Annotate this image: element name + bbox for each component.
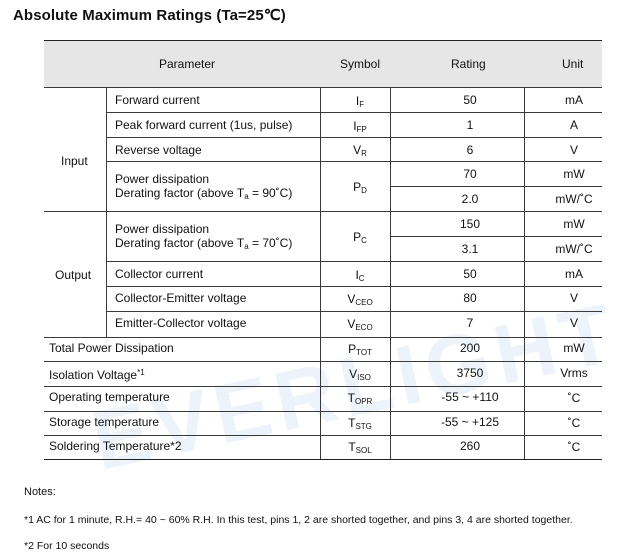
unit-forward-current: mA <box>565 93 583 107</box>
symbol-ptot: PTOT <box>348 342 372 357</box>
param-output-power-dissipation: Power dissipation <box>115 222 210 236</box>
symbol-vceo: VCEO <box>347 292 373 307</box>
param-storage-temperature: Storage temperature <box>49 415 160 429</box>
unit-input-derating: mW/˚C <box>555 192 593 206</box>
header-unit: Unit <box>562 57 584 71</box>
rating-output-derating: 3.1 <box>461 242 479 256</box>
param-collector-current: Collector current <box>115 267 204 281</box>
ratings-table: Parameter Symbol Rating Unit Input Outpu… <box>44 40 602 460</box>
column-divider <box>524 87 525 459</box>
unit-collector-emitter-voltage: V <box>569 291 578 305</box>
param-reverse-voltage: Reverse voltage <box>115 143 202 157</box>
row-divider <box>106 261 602 262</box>
rating-collector-emitter-voltage: 80 <box>463 291 477 305</box>
row-divider <box>44 386 602 387</box>
unit-collector-current: mA <box>565 267 583 281</box>
unit-operating-temperature: ˚C <box>567 391 581 405</box>
row-divider <box>44 435 602 436</box>
rating-emitter-collector-voltage: 7 <box>466 316 474 330</box>
row-divider <box>106 311 602 312</box>
symbol-viso: VISO <box>349 367 371 382</box>
rating-reverse-voltage: 6 <box>466 143 474 157</box>
notes-heading: Notes: <box>24 486 56 498</box>
rating-input-power: 70 <box>463 167 477 181</box>
unit-storage-temperature: ˚C <box>567 416 581 430</box>
symbol-tsol: TSOL <box>348 440 372 455</box>
param-collector-emitter-voltage: Collector-Emitter voltage <box>115 291 247 305</box>
unit-total-power: mW <box>563 341 585 355</box>
rating-input-derating: 2.0 <box>461 192 479 206</box>
column-divider <box>320 87 321 459</box>
param-isolation-voltage: Isolation Voltage*1 <box>49 368 145 382</box>
rating-forward-current: 50 <box>463 93 477 107</box>
column-divider <box>390 87 391 459</box>
row-divider <box>390 186 602 187</box>
param-operating-temperature: Operating temperature <box>49 390 170 404</box>
unit-input-power: mW <box>563 167 585 181</box>
unit-output-power: mW <box>563 217 585 231</box>
rating-soldering-temperature: 260 <box>459 439 481 453</box>
rating-peak-forward-current: 1 <box>466 118 474 132</box>
rating-collector-current: 50 <box>463 267 477 281</box>
symbol-ifp: IFP <box>353 119 367 134</box>
group-divider-line <box>44 211 602 212</box>
param-peak-forward-current: Peak forward current (1us, pulse) <box>115 118 293 132</box>
rating-isolation: 3750 <box>456 366 484 380</box>
section-title: Absolute Maximum Ratings (Ta=25℃) <box>13 7 286 24</box>
header-divider <box>44 87 602 88</box>
param-emitter-collector-voltage: Emitter-Collector voltage <box>115 316 247 330</box>
row-divider <box>106 137 602 138</box>
param-input-derating-factor: Derating factor (above Ta = 90˚C) <box>115 186 293 201</box>
param-input-power-dissipation: Power dissipation <box>115 172 210 186</box>
header-parameter: Parameter <box>159 57 216 71</box>
symbol-ic: IC <box>355 268 365 283</box>
group-label-input: Input <box>61 154 88 168</box>
rating-total-power: 200 <box>459 341 481 355</box>
unit-reverse-voltage: V <box>569 143 578 157</box>
note-1: *1 AC for 1 minute, R.H.= 40 ~ 60% R.H. … <box>24 514 573 526</box>
row-divider <box>106 286 602 287</box>
row-divider <box>44 411 602 412</box>
rating-storage-temperature: -55 ~ +125 <box>440 415 500 429</box>
row-divider <box>106 112 602 113</box>
symbol-topr: TOPR <box>347 391 373 406</box>
note-2: *2 For 10 seconds <box>24 540 110 552</box>
param-soldering-temperature: Soldering Temperature*2 <box>49 439 182 453</box>
table-header: Parameter Symbol Rating Unit <box>44 41 602 87</box>
symbol-veco: VECO <box>347 317 373 332</box>
unit-emitter-collector-voltage: V <box>569 316 578 330</box>
group-divider <box>106 87 107 337</box>
unit-output-derating: mW/˚C <box>555 242 593 256</box>
param-total-power-dissipation: Total Power Dissipation <box>49 341 174 355</box>
unit-soldering-temperature: ˚C <box>567 440 581 454</box>
rating-output-power: 150 <box>459 217 481 231</box>
symbol-vr: VR <box>353 143 367 158</box>
header-rating: Rating <box>451 57 486 71</box>
symbol-if: IF <box>355 94 365 109</box>
symbol-tstg: TSTG <box>348 416 372 431</box>
rating-operating-temperature: -55 ~ +110 <box>441 390 499 404</box>
param-output-derating-factor: Derating factor (above Ta = 70˚C) <box>115 236 293 251</box>
symbol-pc: PC <box>353 230 367 245</box>
row-divider <box>390 236 602 237</box>
unit-peak-forward-current: A <box>569 118 578 132</box>
row-divider <box>44 337 602 338</box>
header-symbol: Symbol <box>340 57 381 71</box>
symbol-pd: PD <box>353 180 367 195</box>
row-divider <box>106 161 602 162</box>
param-forward-current: Forward current <box>115 93 200 107</box>
group-label-output: Output <box>55 268 92 282</box>
row-divider <box>44 361 602 362</box>
unit-isolation: Vrms <box>560 366 588 380</box>
